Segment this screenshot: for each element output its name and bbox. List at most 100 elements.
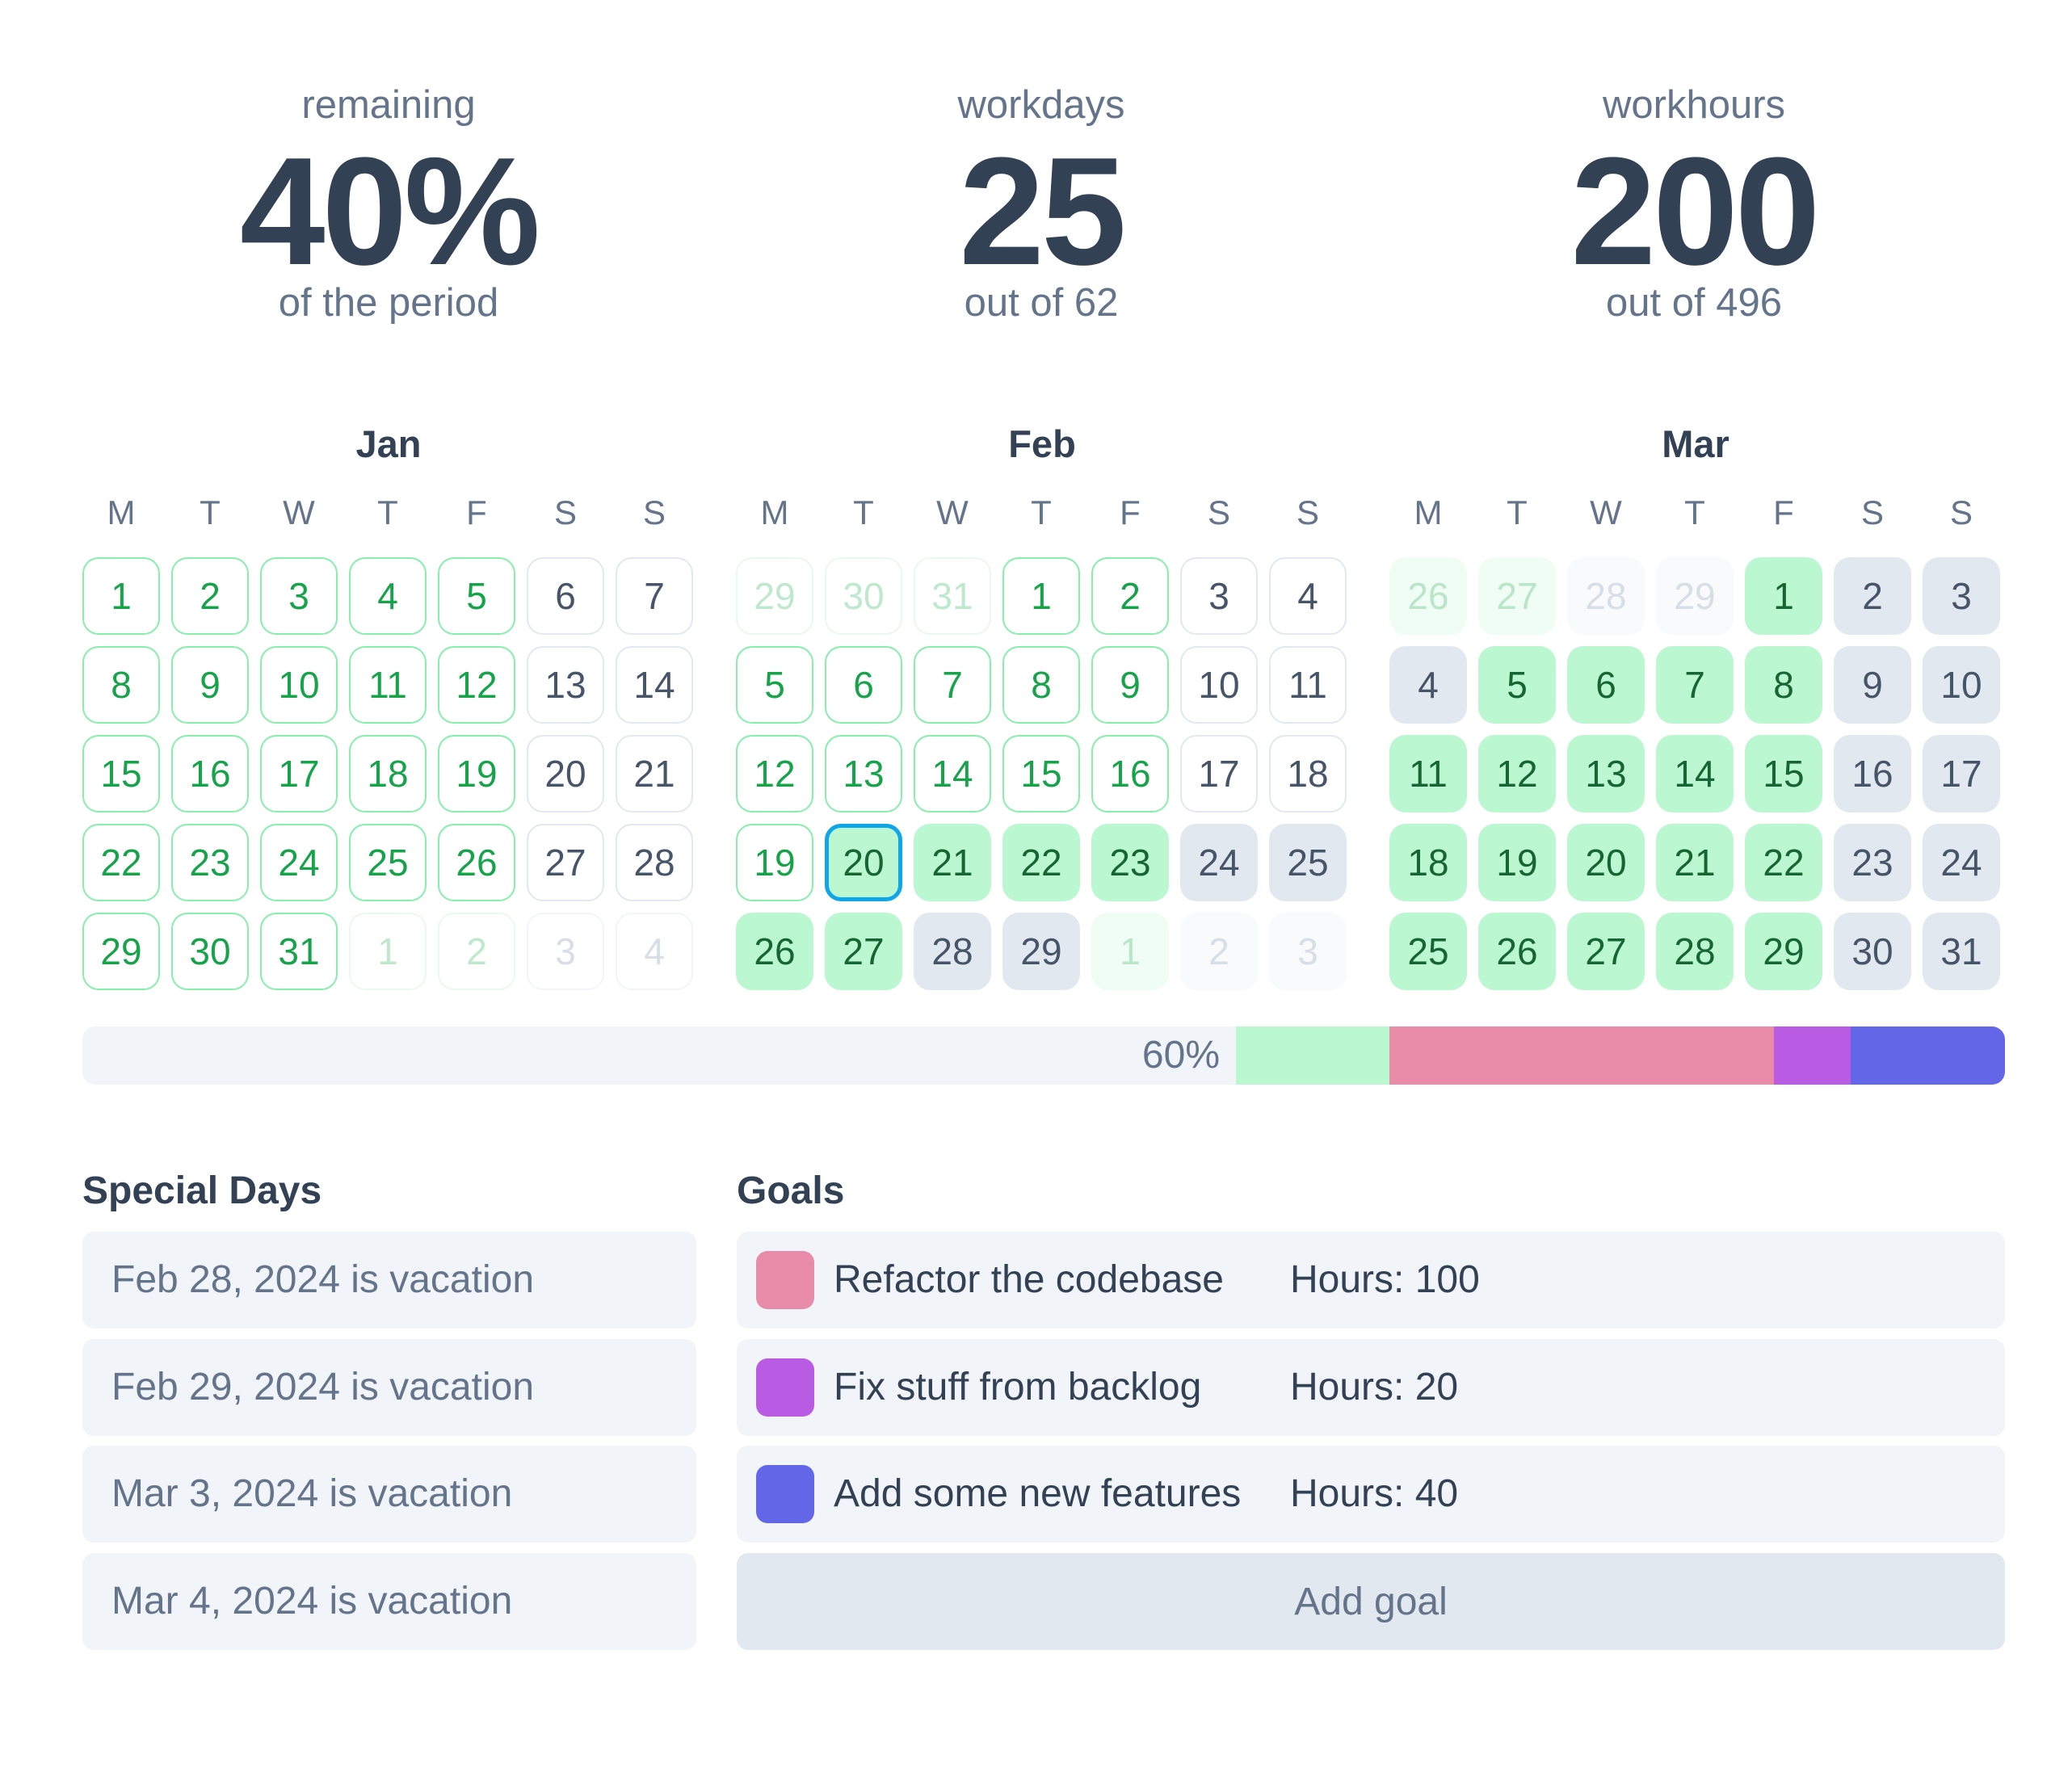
day-cell[interactable]: 18 [1269,735,1347,812]
day-cell[interactable]: 30 [171,913,249,990]
day-cell[interactable]: 23 [1091,824,1169,901]
day-cell[interactable]: 1 [1002,557,1080,635]
day-cell[interactable]: 4 [616,913,693,990]
day-cell[interactable]: 20 [1567,824,1645,901]
day-cell[interactable]: 10 [1923,646,2000,724]
day-cell[interactable]: 2 [1091,557,1169,635]
day-cell[interactable]: 27 [1478,557,1556,635]
day-cell[interactable]: 6 [527,557,604,635]
day-cell[interactable]: 28 [616,824,693,901]
day-cell[interactable]: 3 [527,913,604,990]
day-cell[interactable]: 29 [736,557,813,635]
day-cell[interactable]: 2 [1180,913,1258,990]
day-cell[interactable]: 28 [914,913,991,990]
special-day-item[interactable]: Mar 3, 2024 is vacation [82,1446,696,1543]
add-goal-button[interactable]: Add goal [737,1553,2005,1650]
day-cell[interactable]: 25 [1389,913,1467,990]
day-cell[interactable]: 14 [616,646,693,724]
day-cell[interactable]: 20 [527,735,604,812]
day-cell[interactable]: 1 [1745,557,1822,635]
day-cell[interactable]: 4 [1389,646,1467,724]
day-cell[interactable]: 21 [616,735,693,812]
day-cell[interactable]: 29 [82,913,160,990]
day-cell[interactable]: 19 [438,735,515,812]
day-cell[interactable]: 30 [825,557,902,635]
day-cell[interactable]: 11 [1269,646,1347,724]
day-cell[interactable]: 1 [82,557,160,635]
day-cell[interactable]: 31 [260,913,338,990]
day-cell[interactable]: 25 [349,824,427,901]
day-cell[interactable]: 8 [1745,646,1822,724]
day-cell[interactable]: 7 [914,646,991,724]
day-cell[interactable]: 26 [1389,557,1467,635]
day-cell[interactable]: 19 [1478,824,1556,901]
day-cell[interactable]: 3 [1269,913,1347,990]
day-cell[interactable]: 2 [1834,557,1911,635]
day-cell[interactable]: 27 [1567,913,1645,990]
day-cell[interactable]: 5 [736,646,813,724]
day-cell[interactable]: 27 [825,913,902,990]
day-cell[interactable]: 13 [1567,735,1645,812]
day-cell[interactable]: 28 [1567,557,1645,635]
day-cell[interactable]: 5 [438,557,515,635]
day-cell[interactable]: 8 [1002,646,1080,724]
day-cell[interactable]: 3 [260,557,338,635]
day-cell[interactable]: 5 [1478,646,1556,724]
special-day-item[interactable]: Mar 4, 2024 is vacation [82,1553,696,1650]
day-cell[interactable]: 22 [82,824,160,901]
day-cell[interactable]: 26 [438,824,515,901]
day-cell[interactable]: 4 [1269,557,1347,635]
day-cell[interactable]: 19 [736,824,813,901]
goal-item[interactable]: Refactor the codebase Hours: 100 [737,1232,2005,1329]
day-cell[interactable]: 10 [260,646,338,724]
day-cell[interactable]: 22 [1002,824,1080,901]
day-cell[interactable]: 11 [1389,735,1467,812]
day-cell[interactable]: 11 [349,646,427,724]
day-cell[interactable]: 12 [736,735,813,812]
day-cell[interactable]: 23 [1834,824,1911,901]
day-cell[interactable]: 18 [349,735,427,812]
day-cell[interactable]: 12 [438,646,515,724]
day-cell[interactable]: 8 [82,646,160,724]
day-cell[interactable]: 2 [438,913,515,990]
day-cell[interactable]: 15 [1745,735,1822,812]
day-cell[interactable]: 2 [171,557,249,635]
day-cell[interactable]: 29 [1002,913,1080,990]
day-cell[interactable]: 24 [260,824,338,901]
day-cell[interactable]: 7 [1656,646,1734,724]
day-cell[interactable]: 13 [825,735,902,812]
day-cell[interactable]: 24 [1180,824,1258,901]
day-cell[interactable]: 6 [825,646,902,724]
day-cell[interactable]: 9 [1834,646,1911,724]
day-cell[interactable]: 16 [1091,735,1169,812]
special-day-item[interactable]: Feb 28, 2024 is vacation [82,1232,696,1329]
day-cell[interactable]: 3 [1180,557,1258,635]
day-cell[interactable]: 25 [1269,824,1347,901]
day-cell[interactable]: 27 [527,824,604,901]
day-cell[interactable]: 16 [1834,735,1911,812]
day-cell[interactable]: 6 [1567,646,1645,724]
day-cell[interactable]: 16 [171,735,249,812]
day-cell[interactable]: 4 [349,557,427,635]
day-cell[interactable]: 28 [1656,913,1734,990]
day-cell[interactable]: 12 [1478,735,1556,812]
day-cell[interactable]: 31 [1923,913,2000,990]
day-cell[interactable]: 30 [1834,913,1911,990]
goal-item[interactable]: Fix stuff from backlog Hours: 20 [737,1339,2005,1436]
day-cell[interactable]: 24 [1923,824,2000,901]
day-cell[interactable]: 23 [171,824,249,901]
day-cell[interactable]: 14 [914,735,991,812]
day-cell[interactable]: 17 [1180,735,1258,812]
day-cell[interactable]: 21 [1656,824,1734,901]
day-cell[interactable]: 14 [1656,735,1734,812]
day-cell[interactable]: 31 [914,557,991,635]
day-cell[interactable]: 10 [1180,646,1258,724]
day-cell[interactable]: 13 [527,646,604,724]
day-cell[interactable]: 9 [1091,646,1169,724]
day-cell[interactable]: 15 [1002,735,1080,812]
day-cell-today[interactable]: 20 [825,824,902,901]
day-cell[interactable]: 3 [1923,557,2000,635]
day-cell[interactable]: 26 [1478,913,1556,990]
day-cell[interactable]: 17 [1923,735,2000,812]
day-cell[interactable]: 9 [171,646,249,724]
